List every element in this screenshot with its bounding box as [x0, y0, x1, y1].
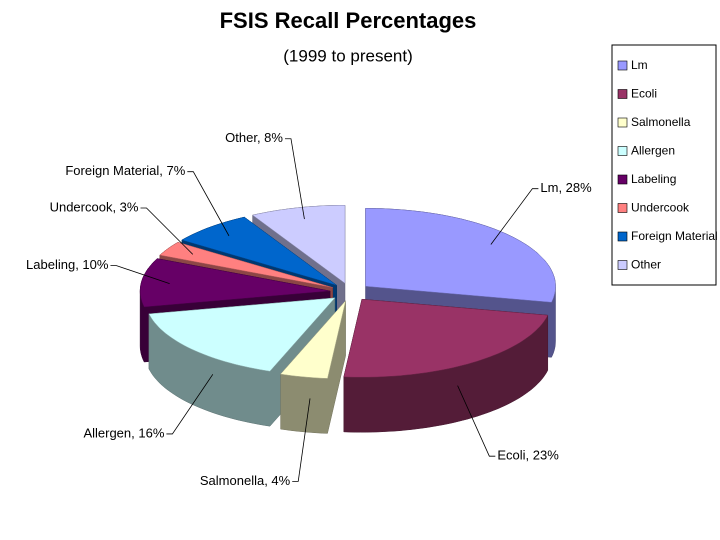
legend-label: Foreign Material	[631, 229, 718, 243]
legend-swatch	[617, 89, 628, 99]
chart-title: FSIS Recall Percentages	[220, 8, 477, 33]
legend-label: Other	[631, 258, 661, 272]
pie-slice	[252, 205, 346, 284]
leader-line	[140, 207, 194, 255]
data-label: Other, 8%	[225, 130, 283, 145]
pie-slice	[280, 300, 346, 379]
data-label: Foreign Material, 7%	[65, 163, 185, 178]
legend-box	[611, 44, 717, 286]
leader-line	[187, 171, 230, 237]
data-label: Labeling, 10%	[26, 257, 109, 272]
leader-line	[292, 398, 311, 482]
pie-slice	[365, 208, 556, 303]
chart-subtitle: (1999 to present)	[283, 46, 412, 65]
pie-slice	[148, 297, 336, 372]
data-label: Undercook, 3%	[50, 199, 139, 214]
legend-label: Allergen	[631, 144, 675, 158]
data-label: Allergen, 16%	[83, 425, 164, 440]
pie-slice	[139, 258, 331, 308]
leader-line	[490, 188, 539, 245]
pie-slice	[343, 298, 549, 378]
leader-line	[284, 138, 305, 220]
legend-label: Lm	[631, 58, 648, 72]
legend-label: Undercook	[631, 201, 690, 215]
legend-swatch	[617, 146, 628, 156]
legend-label: Salmonella	[631, 115, 691, 129]
legend-swatch	[617, 260, 628, 270]
data-label: Lm, 28%	[540, 180, 592, 195]
legend-swatch	[617, 60, 628, 71]
leader-line	[166, 374, 214, 435]
pie-slice	[159, 242, 333, 288]
pie-slice	[181, 216, 337, 286]
legend-label: Ecoli	[631, 87, 657, 101]
legend-label: Labeling	[631, 172, 676, 186]
data-label: Salmonella, 4%	[200, 473, 291, 488]
legend-swatch	[617, 117, 628, 128]
leader-line	[457, 385, 496, 457]
legend-swatch	[617, 231, 628, 242]
data-label: Ecoli, 23%	[497, 448, 559, 463]
leader-line	[110, 265, 170, 285]
legend-swatch	[617, 174, 628, 185]
legend-swatch	[617, 203, 628, 213]
